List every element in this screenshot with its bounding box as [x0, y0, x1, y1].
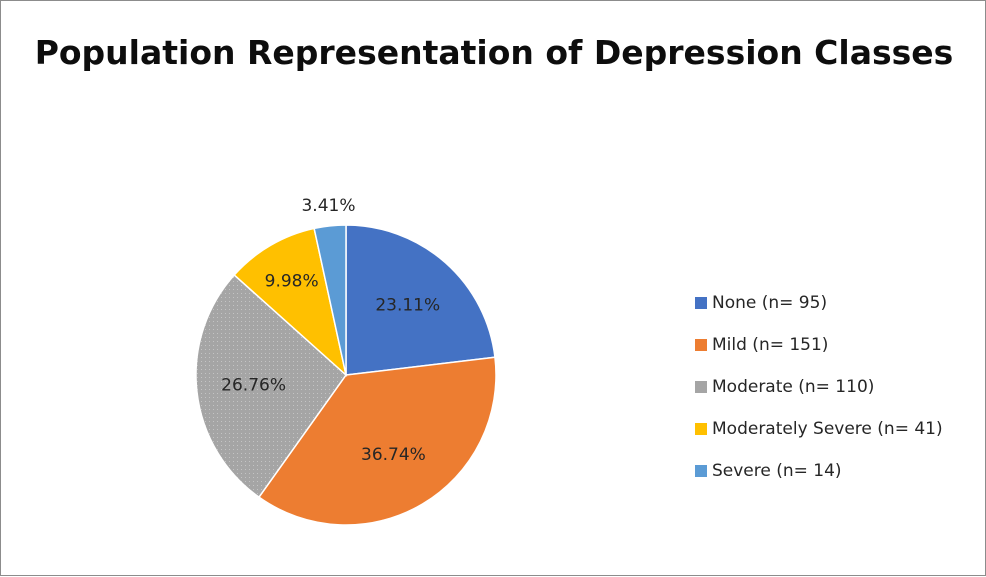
- legend-swatch: [695, 465, 707, 477]
- legend-item-moderately-severe[interactable]: Moderately Severe (n= 41): [695, 408, 943, 450]
- legend-swatch: [695, 381, 707, 393]
- chart-title: Population Representation of Depression …: [34, 33, 954, 72]
- data-label-moderately-severe: 9.98%: [265, 272, 319, 292]
- legend-label: Moderately Severe (n= 41): [712, 419, 943, 439]
- pie-slice-none[interactable]: [345, 224, 496, 376]
- legend-item-severe[interactable]: Severe (n= 14): [695, 450, 943, 492]
- data-label-mild: 36.74%: [361, 445, 426, 465]
- pie-slice-severe[interactable]: [313, 224, 347, 376]
- legend: None (n= 95) Mild (n= 151) Moderate (n= …: [695, 282, 943, 492]
- legend-label: Mild (n= 151): [712, 335, 829, 355]
- pie-slice-moderately-severe[interactable]: [233, 227, 348, 378]
- pie-slice-mild[interactable]: [257, 356, 497, 526]
- legend-swatch: [695, 297, 707, 309]
- legend-label: Severe (n= 14): [712, 461, 842, 481]
- legend-item-none[interactable]: None (n= 95): [695, 282, 943, 324]
- data-label-none: 23.11%: [375, 295, 440, 315]
- legend-item-moderate[interactable]: Moderate (n= 110): [695, 366, 943, 408]
- legend-swatch: [695, 339, 707, 351]
- legend-label: None (n= 95): [712, 293, 828, 313]
- data-label-severe: 3.41%: [301, 196, 355, 216]
- legend-item-mild[interactable]: Mild (n= 151): [695, 324, 943, 366]
- legend-swatch: [695, 423, 707, 435]
- pie-slice-texture: [196, 274, 346, 498]
- legend-label: Moderate (n= 110): [712, 377, 875, 397]
- data-label-moderate: 26.76%: [221, 375, 286, 395]
